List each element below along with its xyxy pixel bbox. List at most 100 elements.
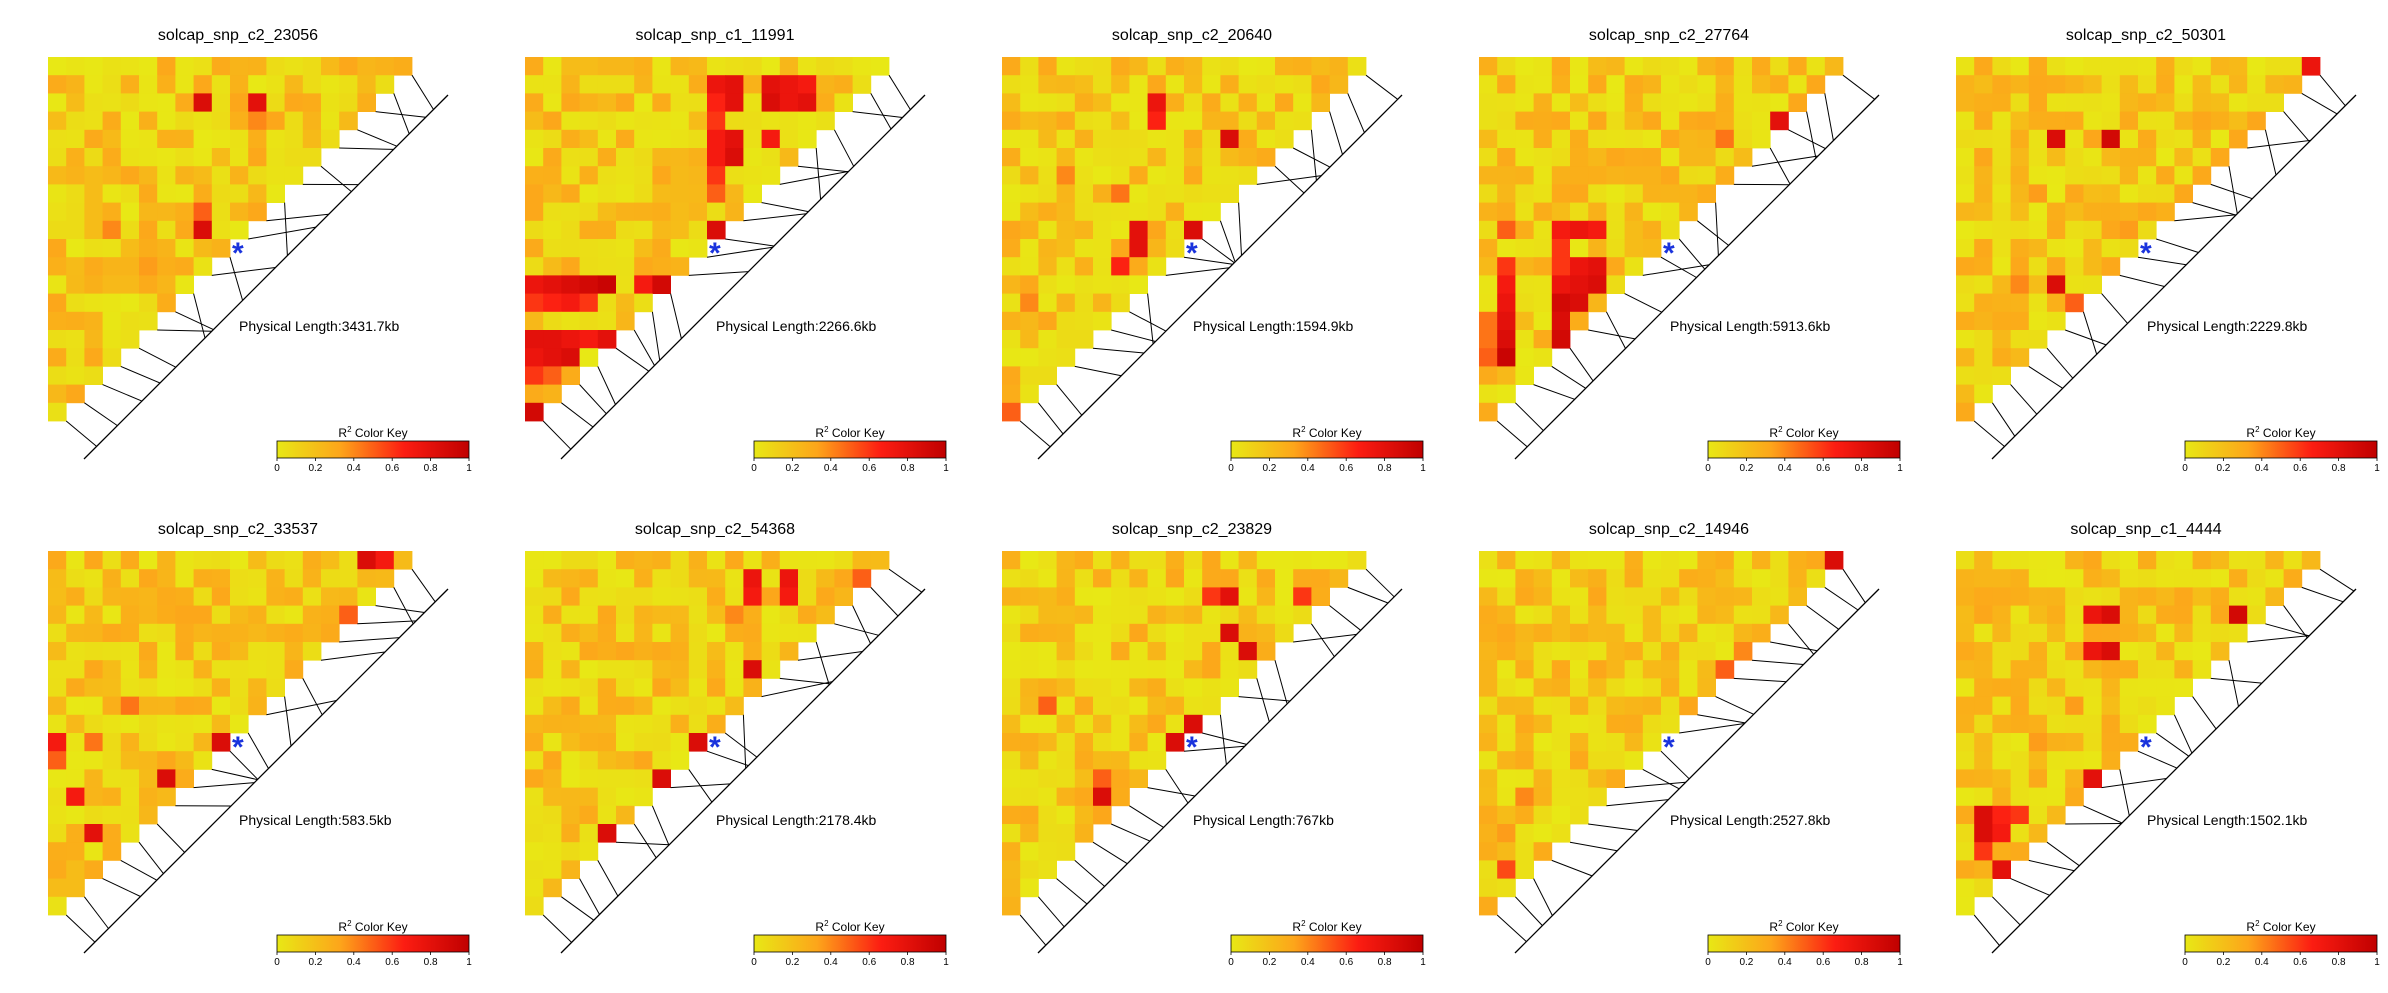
ld-cell <box>1002 384 1021 404</box>
ld-cell <box>84 623 103 643</box>
ld-cell <box>175 129 194 149</box>
ld-cell <box>1184 696 1203 716</box>
ld-cell <box>230 93 249 112</box>
ld-cell <box>48 330 67 349</box>
ld-cell <box>1093 660 1112 679</box>
ld-cell <box>743 660 762 679</box>
marker-position-tick <box>65 914 96 943</box>
ld-cell <box>175 184 194 203</box>
ld-cell <box>157 184 176 203</box>
ld-cell <box>2028 824 2048 843</box>
panel-title: solcap_snp_c2_33537 <box>158 521 318 538</box>
ld-cell <box>707 678 726 697</box>
ld-cell <box>688 57 708 76</box>
ld-cell <box>597 824 617 843</box>
ld-cell <box>2010 733 2030 752</box>
ld-cell <box>1147 642 1167 661</box>
ld-cell <box>48 402 67 422</box>
ld-cell <box>561 714 580 734</box>
ld-cell <box>1497 366 1516 385</box>
ld-cell <box>2229 129 2248 149</box>
ld-cell <box>1002 75 1021 94</box>
ld-cell <box>1002 805 1021 825</box>
ld-cell <box>2083 148 2102 167</box>
ld-cell <box>1111 660 1130 679</box>
ld-cell <box>1715 551 1735 570</box>
ld-cell <box>1165 239 1185 258</box>
ld-cell <box>2156 93 2175 112</box>
ld-cell <box>1002 587 1021 606</box>
ld-cell <box>2047 111 2066 131</box>
ld-cell <box>1038 824 1057 843</box>
ld-cell <box>230 569 249 588</box>
ld-cell <box>84 805 103 825</box>
ld-cell <box>670 714 690 734</box>
ld-cell <box>2010 714 2030 734</box>
ld-cell <box>1129 202 1148 222</box>
ld-cell <box>157 257 176 276</box>
ld-cell <box>2265 551 2284 570</box>
focal-snp-marker: * <box>2140 731 2152 764</box>
ld-cell <box>2283 75 2303 94</box>
ld-cell <box>1533 696 1553 716</box>
ld-cell <box>1093 569 1112 588</box>
ld-cell <box>48 257 67 276</box>
ld-cell <box>707 660 726 679</box>
marker-position-tick <box>2192 202 2237 216</box>
ld-cell <box>725 111 744 131</box>
ld-cell <box>211 733 231 752</box>
ld-cell <box>561 330 580 349</box>
ld-cell <box>1038 111 1057 131</box>
ld-cell <box>543 824 562 843</box>
ld-cell <box>1806 57 1826 76</box>
ld-cell <box>211 57 231 76</box>
ld-cell <box>2101 93 2121 112</box>
ld-cell <box>2047 587 2066 606</box>
marker-position-tick <box>411 568 436 603</box>
ld-cell <box>139 696 158 716</box>
marker-position-tick <box>120 365 161 384</box>
ld-cell <box>120 184 140 203</box>
ld-cell <box>616 642 635 661</box>
ld-cell <box>1020 860 1039 879</box>
ld-cell <box>1497 551 1516 570</box>
ld-cell <box>266 129 285 149</box>
ld-cell <box>1129 678 1148 697</box>
ld-cell <box>2156 696 2175 716</box>
ld-cell <box>1570 166 1589 185</box>
ld-cell <box>1642 166 1662 185</box>
ld-cell <box>1479 184 1498 203</box>
focal-snp-marker: * <box>1663 731 1675 764</box>
ld-cell <box>2028 129 2048 149</box>
ld-cell <box>1956 842 1975 861</box>
ld-cell <box>266 569 285 588</box>
ld-cell <box>525 311 544 331</box>
ld-cell <box>2010 184 2030 203</box>
ld-cell <box>1570 148 1589 167</box>
ld-cell <box>1642 551 1662 570</box>
ld-cell <box>248 551 267 570</box>
ld-cell <box>248 696 267 716</box>
ld-cell <box>230 551 249 570</box>
ld-cell <box>1202 551 1221 570</box>
ld-cell <box>2010 293 2030 313</box>
ld-cell <box>1056 75 1076 94</box>
ld-cell <box>1661 93 1680 112</box>
ld-cell <box>1002 678 1021 697</box>
ld-cell <box>339 587 358 606</box>
ld-cell <box>48 769 67 788</box>
ld-cell <box>1111 257 1130 276</box>
ld-cell <box>1256 111 1276 131</box>
ld-cell <box>2010 569 2030 588</box>
ld-cell <box>798 93 817 112</box>
ld-cell <box>1570 678 1589 697</box>
ld-cell <box>1147 220 1167 240</box>
ld-cell <box>102 569 122 588</box>
ld-cell <box>1606 184 1625 203</box>
ld-cell <box>2010 751 2030 770</box>
color-key-tick-label: 1 <box>1420 957 1426 968</box>
ld-cell <box>66 605 85 625</box>
ld-cell <box>1074 257 1094 276</box>
ld-cell <box>120 642 140 661</box>
ld-cell <box>1038 311 1057 331</box>
